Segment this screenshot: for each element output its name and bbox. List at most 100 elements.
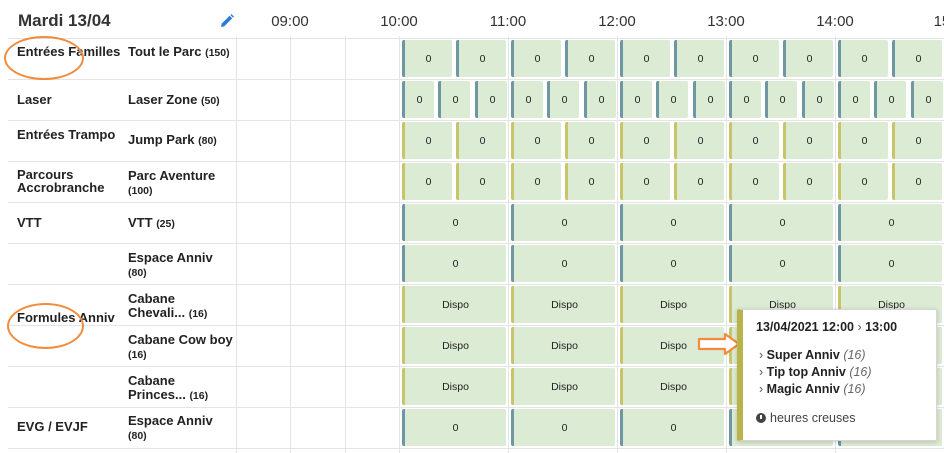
slot-cell[interactable]: 0 [438,81,470,118]
slot-cell[interactable]: 0 [892,40,942,77]
slot-cell[interactable]: 0 [674,122,724,159]
tooltip-item[interactable]: › Super Anniv (16) [759,348,866,362]
slot-cell[interactable]: 0 [911,81,943,118]
slot-cell[interactable]: Dispo [511,286,615,323]
slot-cell[interactable]: 0 [838,245,942,282]
slot-cell[interactable]: Dispo [620,368,724,405]
slot-cell[interactable]: 0 [729,163,779,200]
day-title: Mardi 13/04 [18,11,111,30]
slot-cell[interactable]: 0 [620,204,724,241]
slot-cell[interactable]: 0 [838,122,888,159]
slot-cell[interactable]: 0 [729,40,779,77]
slot-cell[interactable]: 0 [838,81,870,118]
slot-cell[interactable]: Dispo [402,327,506,364]
slot-cell[interactable]: 0 [729,204,833,241]
slot-cell[interactable]: 0 [402,245,506,282]
slot-cell[interactable]: 0 [456,163,506,200]
chevron-right-icon: › [759,365,764,379]
slot-cell[interactable]: 0 [620,163,670,200]
time-label: 10:00 [380,13,418,30]
slot-cell[interactable]: 0 [565,40,615,77]
grid-line [290,36,291,453]
slot-cell[interactable]: 0 [511,81,543,118]
slot-cell[interactable]: 0 [838,204,942,241]
slot-cell[interactable]: 0 [656,81,688,118]
slot-cell[interactable]: 0 [783,40,833,77]
slot-cell[interactable]: 0 [620,81,652,118]
slot-cell[interactable]: 0 [456,40,506,77]
slot-cell[interactable]: 0 [674,40,724,77]
resource-name: Espace Anniv [128,250,213,265]
offer-capacity: (16) [843,382,866,396]
slot-cell[interactable]: 0 [620,409,724,446]
slot-cell[interactable]: 0 [511,163,561,200]
slot-cell[interactable]: Dispo [511,368,615,405]
slot-cell[interactable]: 0 [765,81,797,118]
resource-label: Espace Anniv (80) [128,251,233,280]
tooltip-item[interactable]: › Tip top Anniv (16) [759,365,872,379]
slot-cell[interactable]: 0 [674,163,724,200]
slot-cell[interactable]: 0 [547,81,579,118]
slot-cell[interactable]: 0 [729,245,833,282]
resource-label: Jump Park (80) [128,133,233,148]
slot-cell[interactable]: Dispo [620,286,724,323]
slot-cell[interactable]: 0 [620,122,670,159]
category-label: Entrées Trampo [17,127,116,142]
slot-cell[interactable]: 0 [802,81,834,118]
slot-cell[interactable]: 0 [892,163,942,200]
slot-cell[interactable]: 0 [402,409,506,446]
slot-cell[interactable]: 0 [402,204,506,241]
slot-cell[interactable]: 0 [456,122,506,159]
row-divider [8,325,944,326]
slot-cell[interactable]: 0 [511,245,615,282]
resource-name: Cabane Cow boy [128,332,233,347]
grid-line [508,36,509,453]
slot-cell[interactable]: 0 [565,122,615,159]
slot-cell[interactable]: 0 [402,122,452,159]
slot-cell[interactable]: Dispo [511,327,615,364]
slot-cell[interactable]: 0 [402,40,452,77]
slot-cell[interactable]: 0 [402,81,434,118]
resource-name: Tout le Parc [128,44,202,59]
slot-cell[interactable]: 0 [729,122,779,159]
resource-capacity: (16) [128,349,147,361]
resource-label: Cabane Cow boy (16) [128,333,233,362]
slot-cell[interactable]: 0 [511,40,561,77]
resource-name: Cabane Chevali... [128,291,186,320]
grid-line [345,36,346,453]
grid-line [617,36,618,453]
resource-name: Espace Anniv [128,413,213,428]
row-divider [8,79,944,80]
tooltip-footer: heures creuses [756,411,855,425]
slot-cell[interactable]: 0 [511,122,561,159]
slot-cell[interactable]: 0 [511,204,615,241]
slot-cell[interactable]: 0 [402,163,452,200]
slot-cell[interactable]: 0 [783,122,833,159]
resource-capacity: (150) [205,47,230,59]
tooltip-end: 13:00 [865,320,898,334]
row-divider [8,366,944,367]
slot-cell[interactable]: 0 [729,81,761,118]
row-divider [8,407,944,408]
slot-cell[interactable]: 0 [874,81,906,118]
slot-cell[interactable]: 0 [783,163,833,200]
tooltip-item[interactable]: › Magic Anniv (16) [759,382,866,396]
slot-cell[interactable]: 0 [892,122,942,159]
slot-cell[interactable]: 0 [620,40,670,77]
slot-cell[interactable]: 0 [838,40,888,77]
slot-cell[interactable]: Dispo [402,368,506,405]
resource-capacity: (80) [128,430,147,442]
slot-cell[interactable]: 0 [584,81,616,118]
slot-cell[interactable]: 0 [475,81,507,118]
slot-cell[interactable]: 0 [620,245,724,282]
edit-icon[interactable] [219,13,235,29]
row-divider [8,202,944,203]
row-divider [8,120,944,121]
slot-cell[interactable]: 0 [838,163,888,200]
slot-cell[interactable]: 0 [693,81,725,118]
resource-name: Laser Zone [128,92,198,107]
slot-cell[interactable]: 0 [565,163,615,200]
slot-cell[interactable]: 0 [511,409,615,446]
slot-cell[interactable]: Dispo [402,286,506,323]
tooltip-title: 13/04/2021 12:00 › 13:00 [756,320,897,334]
